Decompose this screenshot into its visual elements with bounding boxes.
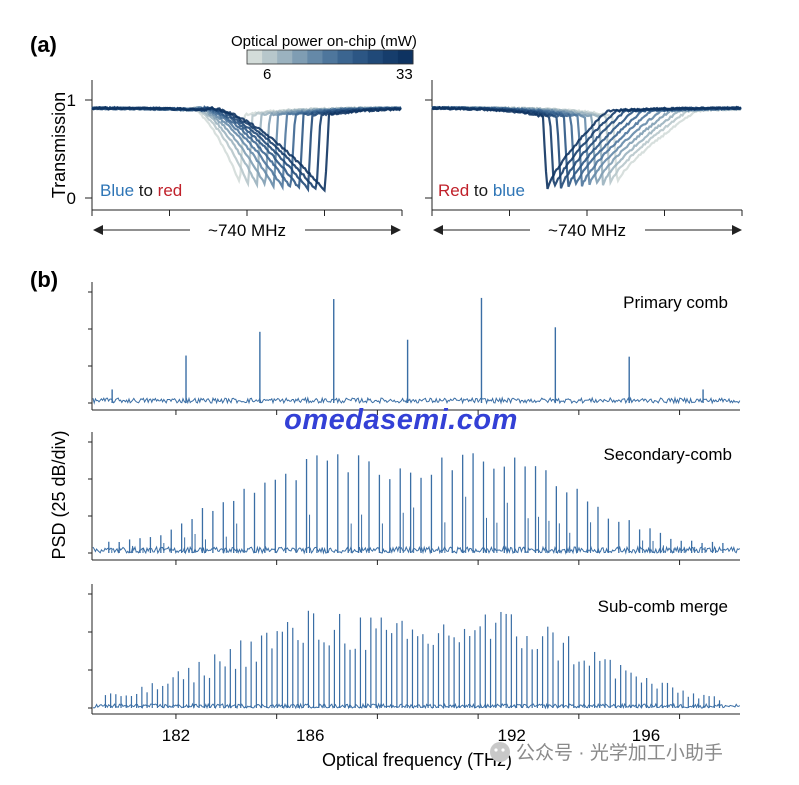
wechat-icon-eye-2 xyxy=(501,748,505,752)
panel-a-right: Red to blue ~740 MHz xyxy=(425,80,743,240)
sub-comb-merge-lines xyxy=(92,610,741,710)
secondary-comb-plot: Secondary-comb xyxy=(88,432,741,565)
secondary-yticks xyxy=(88,441,92,554)
panel-b: PSD (25 dB/div) Primary comb Secondary-c… xyxy=(49,282,741,770)
transmission-curve xyxy=(91,105,402,193)
colorbar-cells xyxy=(247,50,414,64)
transmission-curve xyxy=(91,105,402,185)
footer-text: 公众号 · 光学加工小助手 xyxy=(516,742,723,764)
primary-xticks xyxy=(175,410,681,415)
colorbar-cell xyxy=(367,50,384,64)
colorbar-cell xyxy=(322,50,339,64)
a-left-span-label: ~740 MHz xyxy=(208,221,286,240)
panel-a-label: (a) xyxy=(30,32,57,57)
a-right-span-label: ~740 MHz xyxy=(548,221,626,240)
colorbar-cell xyxy=(277,50,293,64)
transmission-curve xyxy=(431,105,741,186)
secondary-xticks xyxy=(175,560,681,565)
a-left-ytick-label-1: 1 xyxy=(67,91,76,110)
colorbar-cell xyxy=(352,50,369,64)
watermark: omedasemi.com xyxy=(284,404,518,436)
a-left-span-arrow xyxy=(93,225,401,235)
a-left-sweep-word-3: red xyxy=(158,181,183,200)
colorbar-cell xyxy=(247,50,263,64)
frequency-tick-label: 182 xyxy=(162,726,190,745)
transmission-curve xyxy=(431,105,742,190)
colorbar-frame xyxy=(246,49,414,65)
colorbar-cell xyxy=(307,50,323,64)
colorbar-title: Optical power on-chip (mW) xyxy=(231,33,417,50)
colorbar: Optical power on-chip (mW) 6 33 xyxy=(231,33,417,83)
colorbar-cell xyxy=(292,50,308,64)
a-right-sweep-word-1: Red xyxy=(438,181,469,200)
panel-b-label: (b) xyxy=(30,267,58,292)
merge-yticks xyxy=(88,593,92,709)
transmission-curve xyxy=(91,105,402,191)
transmission-axis-title: Transmission xyxy=(49,92,69,198)
wechat-icon xyxy=(490,742,510,762)
a-right-sweep-label: Red to blue xyxy=(438,181,525,200)
frequency-tick-label: 196 xyxy=(632,726,660,745)
a-left-xticks xyxy=(91,210,403,216)
secondary-comb-lines xyxy=(92,453,741,555)
a-right-span-arrow xyxy=(433,225,742,235)
panel-a-left: Transmission 1 0 Blue to red ~740 MHz xyxy=(49,80,403,240)
colorbar-max-label: 33 xyxy=(396,66,413,83)
frequency-tick-label: 186 xyxy=(296,726,324,745)
wechat-icon-eye-1 xyxy=(494,748,498,752)
a-right-xticks xyxy=(431,210,743,216)
primary-comb-lines xyxy=(92,297,741,405)
noise-floor xyxy=(92,396,741,405)
a-left-sweep-word-1: Blue xyxy=(100,181,134,200)
sub-comb-merge-plot: Sub-comb merge xyxy=(88,584,741,719)
footer: 公众号 · 光学加工小助手 xyxy=(490,742,723,764)
colorbar-cell xyxy=(382,50,399,64)
a-left-curves xyxy=(91,105,402,193)
sub-comb-merge-label: Sub-comb merge xyxy=(598,597,728,616)
a-right-curves xyxy=(431,105,742,190)
primary-comb-plot: Primary comb xyxy=(88,282,741,415)
a-left-ytick-label-0: 0 xyxy=(67,189,76,208)
a-left-sweep-word-2: to xyxy=(134,181,158,200)
frequency-axis-title: Optical frequency (THz) xyxy=(322,750,512,770)
noise-floor xyxy=(92,545,741,555)
secondary-comb-label: Secondary-comb xyxy=(603,445,732,464)
colorbar-cell xyxy=(337,50,354,64)
colorbar-cell xyxy=(397,50,414,64)
primary-yticks xyxy=(88,291,92,404)
psd-axis-title: PSD (25 dB/div) xyxy=(49,430,69,559)
a-right-sweep-word-2: to xyxy=(469,181,493,200)
colorbar-cell xyxy=(262,50,278,64)
merge-xticks xyxy=(175,714,681,719)
a-left-sweep-label: Blue to red xyxy=(100,181,182,200)
noise-floor xyxy=(92,702,741,710)
primary-comb-label: Primary comb xyxy=(623,293,728,312)
colorbar-min-label: 6 xyxy=(263,66,271,83)
frequency-tick-label: 192 xyxy=(498,726,526,745)
frequency-tick-labels: 182 186 192 196 xyxy=(162,726,660,745)
a-right-sweep-word-3: blue xyxy=(493,181,525,200)
